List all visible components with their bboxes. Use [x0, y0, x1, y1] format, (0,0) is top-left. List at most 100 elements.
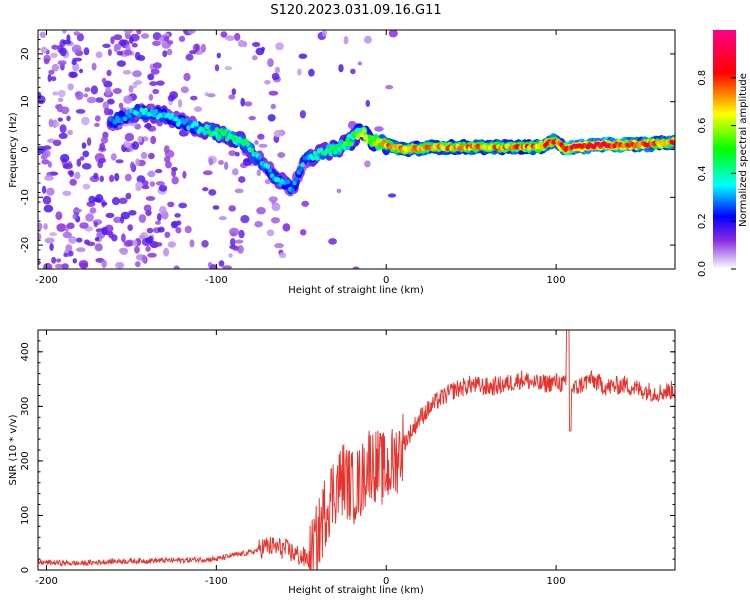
noise-speckle	[69, 179, 77, 186]
y-tick-label: 10	[20, 95, 31, 108]
noise-speckle	[48, 74, 52, 82]
noise-speckle	[135, 261, 141, 267]
noise-speckle	[163, 248, 169, 257]
noise-speckle	[95, 243, 103, 251]
ridge-blob	[370, 136, 374, 141]
noise-speckle	[43, 223, 48, 230]
noise-speckle	[119, 39, 127, 45]
noise-speckle	[277, 152, 285, 158]
noise-speckle	[183, 73, 190, 81]
noise-speckle	[267, 229, 275, 236]
colorbar-tick-label: 0.0	[697, 261, 708, 277]
noise-speckle	[42, 186, 46, 194]
noise-speckle	[52, 91, 58, 95]
noise-speckle	[274, 130, 283, 137]
noise-speckle	[125, 133, 134, 141]
noise-speckle	[164, 36, 170, 42]
noise-speckle	[87, 97, 97, 104]
noise-speckle	[82, 163, 92, 170]
noise-speckle	[105, 87, 111, 96]
noise-speckle	[229, 228, 239, 236]
noise-speckle	[389, 29, 398, 37]
noise-speckle	[90, 207, 97, 213]
ridge-blob	[154, 109, 158, 114]
ridge-blob	[205, 124, 209, 129]
noise-speckle	[125, 174, 132, 182]
noise-speckle	[127, 224, 133, 231]
noise-speckle	[44, 205, 54, 213]
noise-speckle	[104, 108, 110, 116]
spectrogram-content	[36, 26, 678, 273]
ridge-blob	[349, 141, 353, 146]
noise-speckle	[94, 222, 98, 228]
noise-speckle	[75, 91, 83, 100]
noise-speckle	[91, 85, 98, 94]
noise-speckle	[254, 140, 258, 145]
noise-speckle	[218, 160, 224, 165]
noise-speckle	[178, 99, 182, 108]
noise-speckle	[74, 172, 80, 180]
noise-speckle	[213, 205, 220, 210]
noise-speckle	[297, 69, 302, 76]
noise-speckle	[228, 94, 235, 99]
noise-speckle	[252, 55, 258, 60]
noise-speckle	[269, 91, 279, 96]
colorbar-label: Normalized spectral amplitude	[738, 73, 749, 227]
ridge-blob	[203, 130, 207, 135]
ridge-blob	[258, 155, 262, 160]
noise-speckle	[388, 193, 396, 197]
noise-speckle	[101, 260, 107, 268]
noise-speckle	[141, 33, 149, 39]
noise-speckle	[49, 119, 54, 128]
ridge-blob	[333, 150, 337, 155]
y-tick-label: -10	[20, 189, 31, 205]
noise-speckle	[72, 60, 77, 65]
noise-speckle	[114, 173, 119, 181]
noise-speckle	[43, 145, 51, 150]
noise-speckle	[123, 70, 132, 75]
noise-speckle	[100, 176, 104, 183]
noise-speckle	[338, 64, 343, 72]
spectrogram-ticks: -200 -100 0 10020100-10-20	[20, 30, 675, 286]
noise-speckle	[249, 116, 256, 120]
noise-speckle	[132, 43, 138, 48]
noise-speckle	[125, 193, 131, 200]
noise-speckle	[102, 78, 107, 84]
noise-speckle	[36, 233, 41, 241]
noise-speckle	[119, 198, 128, 204]
noise-speckle	[63, 232, 72, 239]
ridge-blob	[144, 108, 148, 113]
noise-speckle	[79, 69, 83, 74]
noise-speckle	[145, 246, 150, 252]
noise-speckle	[111, 153, 117, 160]
noise-speckle	[80, 263, 89, 269]
noise-speckle	[235, 189, 244, 194]
noise-speckle	[264, 80, 271, 85]
noise-speckle	[51, 257, 56, 264]
noise-speckle	[194, 106, 202, 112]
ridge-blob	[223, 130, 227, 135]
noise-speckle	[308, 69, 315, 77]
noise-speckle	[121, 212, 130, 220]
noise-speckle	[43, 263, 52, 271]
noise-speckle	[228, 150, 236, 156]
ridge-blob	[294, 177, 298, 182]
ridge-blob	[311, 156, 315, 161]
noise-speckle	[95, 97, 103, 103]
noise-speckle	[358, 61, 362, 65]
noise-speckle	[60, 47, 67, 56]
noise-speckle	[84, 87, 90, 92]
noise-speckle	[300, 229, 306, 235]
noise-speckle	[129, 37, 134, 44]
x-tick-label: -100	[205, 576, 228, 587]
noise-speckle	[152, 89, 159, 94]
x-tick-label: 100	[547, 576, 566, 587]
noise-speckle	[60, 154, 69, 163]
noise-speckle	[82, 142, 87, 149]
noise-speckle	[58, 60, 67, 65]
noise-speckle	[113, 88, 122, 94]
noise-speckle	[150, 181, 155, 187]
noise-speckle	[73, 214, 78, 220]
noise-speckle	[84, 47, 90, 55]
